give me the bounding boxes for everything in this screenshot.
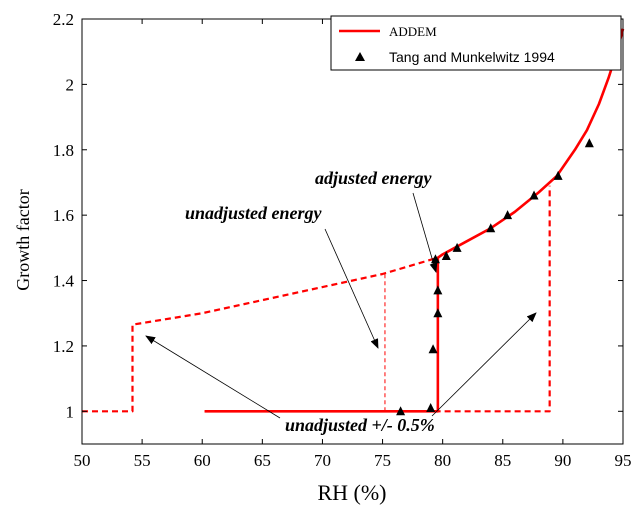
y-tick-label: 2 [66, 75, 75, 94]
observation-marker [529, 190, 539, 200]
observation-marker [433, 285, 443, 295]
observation-marker [452, 242, 462, 252]
annotation-unadjusted-energy-arrow [324, 228, 379, 349]
plot-frame [81, 18, 624, 445]
annotation-unadjusted-range-arrow-left [145, 335, 281, 419]
x-tick-label: 80 [434, 451, 451, 470]
observation-marker [428, 344, 438, 354]
y-tick-label: 1 [66, 402, 75, 421]
observation-marker [426, 403, 436, 413]
x-tick-label: 85 [494, 451, 511, 470]
annotation-unadjusted-energy-text: unadjusted energy [185, 203, 323, 223]
x-tick-label: 50 [74, 451, 91, 470]
series-line-0 [204, 28, 625, 413]
y-tick-label: 1.4 [53, 272, 75, 291]
y-tick-label: 1.2 [53, 337, 74, 356]
legend-tang-label: Tang and Munkelwitz 1994 [389, 49, 555, 65]
observation-markers [396, 138, 594, 416]
y-axis-label: Growth factor [13, 189, 33, 290]
observation-marker [553, 170, 563, 180]
series-layer [82, 28, 625, 413]
x-tick-label: 75 [374, 451, 391, 470]
x-axis-ticks: 50 55 60 65 70 75 80 85 90 95 [74, 19, 632, 470]
x-tick-label: 90 [554, 451, 571, 470]
legend-box [330, 15, 622, 71]
annotation-unadjusted-range: unadjusted +/- 0.5% [145, 312, 537, 435]
annotation-adjusted-energy-text: adjusted energy [315, 168, 433, 188]
observation-marker [503, 210, 513, 220]
observation-marker [441, 251, 451, 261]
annotation-adjusted-energy-arrow [412, 192, 438, 273]
annotation-unadjusted-range-arrow-right [431, 312, 537, 417]
x-tick-label: 70 [314, 451, 331, 470]
annotation-adjusted-energy: adjusted energy [315, 168, 438, 273]
observation-marker [396, 406, 406, 416]
series-line-1 [82, 256, 439, 413]
x-tick-label: 60 [194, 451, 211, 470]
y-axis-ticks: 1 1.2 1.4 1.6 1.8 2 2.2 [53, 10, 623, 421]
y-tick-label: 2.2 [53, 10, 74, 29]
series-line-2 [204, 185, 551, 413]
x-tick-label: 65 [254, 451, 271, 470]
observation-marker [584, 138, 594, 148]
x-tick-label: 95 [615, 451, 632, 470]
annotation-unadjusted-energy: unadjusted energy [185, 203, 379, 349]
x-axis-label: RH (%) [317, 480, 386, 505]
legend-addem-label: ADDEM [389, 24, 437, 39]
x-tick-label: 55 [134, 451, 151, 470]
legend: ADDEM Tang and Munkelwitz 1994 [330, 15, 622, 71]
annotation-unadjusted-range-text: unadjusted +/- 0.5% [285, 415, 435, 435]
y-tick-label: 1.6 [53, 206, 74, 225]
observation-marker [486, 223, 496, 233]
y-tick-label: 1.8 [53, 141, 74, 160]
observation-marker [433, 308, 443, 318]
legend-marker-swatch [355, 52, 365, 61]
